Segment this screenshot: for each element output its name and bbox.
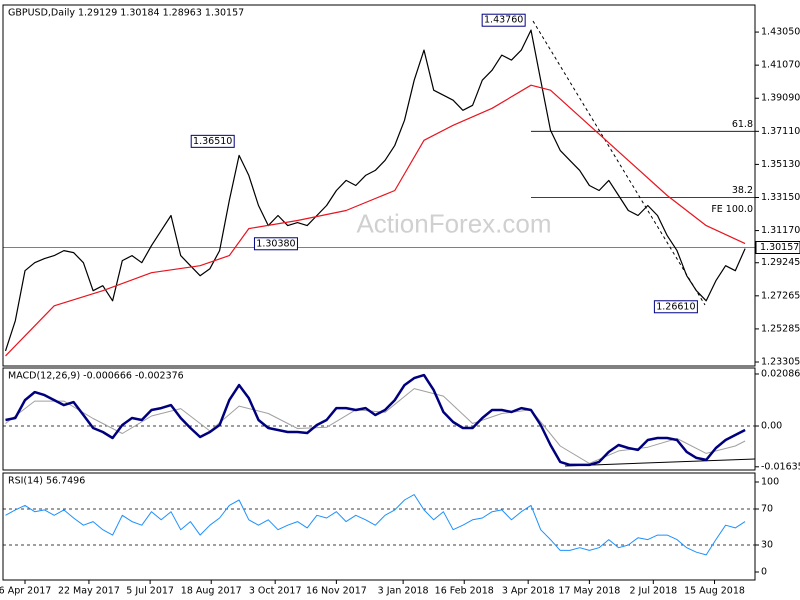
y-tick-label: 1.39090: [761, 93, 800, 104]
price-label: 1.43760: [484, 15, 523, 26]
panel-title: MACD(12,26,9) -0.000666 -0.002376: [8, 371, 184, 382]
panel-title: GBPUSD,Daily 1.29129 1.30184 1.28963 1.3…: [8, 8, 244, 19]
x-tick-label: 5 Jul 2017: [126, 586, 174, 597]
series-line: [5, 84, 746, 357]
series-line: [4, 29, 746, 352]
x-tick-label: 3 Oct 2017: [249, 586, 302, 597]
y-tick-label: 1.35130: [761, 159, 800, 170]
y-tick-label: 0.020861: [761, 368, 800, 379]
price-label-box: [253, 237, 298, 251]
panel-frame: [2, 367, 756, 471]
x-tick-label: 6 Apr 2017: [0, 586, 51, 597]
x-tick-label: 3 Apr 2018: [502, 586, 555, 597]
level-label: 61.8: [732, 119, 753, 130]
y-tick-label: 1.23305: [761, 356, 800, 367]
last-price-box: [755, 240, 800, 254]
y-tick-label: 1.25285: [761, 323, 800, 334]
x-tick-label: 2 Jul 2018: [629, 586, 677, 597]
y-tick-label: 1.31170: [761, 225, 800, 236]
panel-frame: [2, 472, 756, 581]
price-label: 1.36510: [193, 136, 232, 147]
y-tick-label: 70: [761, 503, 773, 514]
price-label: 1.30380: [256, 238, 295, 249]
price-label-box: [190, 134, 235, 148]
y-tick-label: 1.37110: [761, 126, 800, 137]
level-label: FE 100.0: [711, 204, 753, 215]
y-tick-label: 0: [761, 566, 767, 577]
y-tick-label: 1.33150: [761, 192, 800, 203]
series-line: [5, 494, 746, 556]
watermark: ActionForex.com: [356, 208, 551, 238]
x-tick-label: 15 Aug 2018: [684, 586, 745, 597]
macd-trend-line: [564, 458, 756, 467]
level-label: 38.2: [732, 185, 753, 196]
price-label: 1.26610: [656, 301, 695, 312]
y-tick-label: 100: [761, 476, 779, 487]
x-tick-label: 16 Nov 2017: [306, 586, 367, 597]
y-tick-label: -0.016357: [761, 461, 800, 472]
x-tick-label: 16 Feb 2018: [435, 586, 494, 597]
y-tick-label: 1.41070: [761, 60, 800, 71]
x-tick-label: 17 May 2018: [558, 586, 620, 597]
price-label-box: [653, 300, 698, 314]
panel-frame: [2, 4, 756, 367]
x-tick-label: 18 Aug 2017: [181, 586, 242, 597]
y-tick-label: 0.00: [761, 421, 782, 432]
y-tick-label: 30: [761, 539, 773, 550]
price-label-box: [481, 13, 526, 27]
x-tick-label: 3 Jan 2018: [378, 586, 429, 597]
y-tick-label: 1.27265: [761, 290, 800, 301]
last-price-label: 1.30157: [760, 242, 799, 253]
x-tick-label: 22 May 2017: [58, 586, 120, 597]
trend-line: [532, 20, 706, 306]
y-tick-label: 1.43050: [761, 27, 800, 38]
y-tick-label: 1.29245: [761, 257, 800, 268]
series-line: [5, 373, 746, 467]
panel-title: RSI(14) 56.7496: [8, 476, 85, 487]
